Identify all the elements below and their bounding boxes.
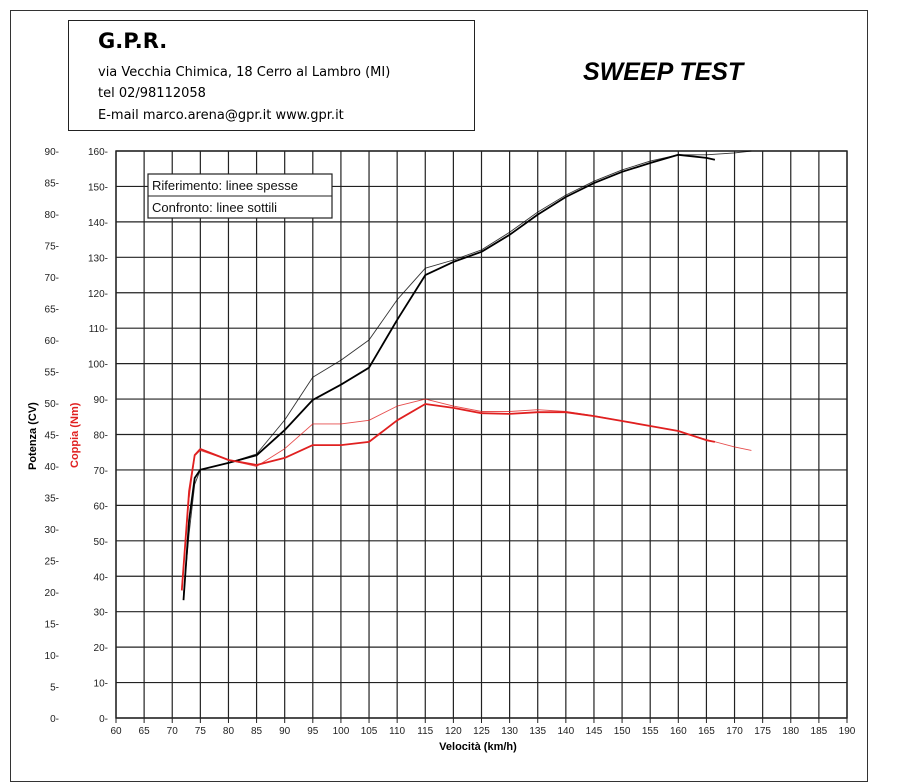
torque-tick-label: 70- xyxy=(94,466,108,477)
power-tick-label: 85- xyxy=(45,179,59,190)
x-tick-label: 65 xyxy=(139,726,151,737)
x-tick-label: 100 xyxy=(333,726,350,737)
company-name: G.P.R. xyxy=(98,29,168,53)
x-tick-label: 135 xyxy=(529,726,546,737)
torque-tick-label: 160- xyxy=(88,147,108,158)
power-tick-label: 20- xyxy=(45,588,59,599)
x-tick-label: 70 xyxy=(167,726,179,737)
company-phone: tel 02/98112058 xyxy=(98,86,206,101)
power-tick-label: 5- xyxy=(50,683,59,694)
x-tick-label: 165 xyxy=(698,726,715,737)
torque-tick-label: 20- xyxy=(94,643,108,654)
power-tick-label: 90- xyxy=(45,147,59,158)
torque-thick-line xyxy=(180,403,716,591)
x-axis-label: Velocità (km/h) xyxy=(439,741,517,753)
x-tick-label: 130 xyxy=(501,726,518,737)
torque-tick-label: 10- xyxy=(94,679,108,690)
x-tick-label: 175 xyxy=(754,726,771,737)
power-tick-label: 45- xyxy=(45,431,59,442)
x-tick-label: 120 xyxy=(445,726,462,737)
power-tick-label: 40- xyxy=(45,462,59,473)
power-tick-label: 80- xyxy=(45,210,59,221)
x-tick-label: 60 xyxy=(110,726,122,737)
x-tick-label: 95 xyxy=(307,726,319,737)
power-tick-label: 75- xyxy=(45,242,59,253)
x-tick-label: 80 xyxy=(223,726,235,737)
torque-tick-label: 60- xyxy=(94,501,108,512)
power-tick-label: 0- xyxy=(50,714,59,725)
power-tick-label: 60- xyxy=(45,336,59,347)
torque-tick-label: 120- xyxy=(88,289,108,300)
x-tick-label: 115 xyxy=(417,726,433,737)
x-tick-label: 190 xyxy=(839,726,856,737)
torque-tick-label: 50- xyxy=(94,537,108,548)
chart-title: SWEEP TEST xyxy=(583,58,744,86)
power-tick-label: 25- xyxy=(45,557,59,568)
company-header: G.P.R. via Vecchia Chimica, 18 Cerro al … xyxy=(68,20,475,131)
x-tick-label: 85 xyxy=(251,726,263,737)
x-tick-label: 170 xyxy=(726,726,743,737)
torque-tick-label: 80- xyxy=(94,431,108,442)
x-tick-label: 125 xyxy=(473,726,490,737)
power-tick-label: 55- xyxy=(45,368,59,379)
torque-axis-label: Coppia (Nm) xyxy=(69,402,81,468)
power-thin-line xyxy=(183,150,752,594)
x-tick-label: 110 xyxy=(389,726,405,737)
x-tick-label: 155 xyxy=(642,726,659,737)
x-tick-label: 145 xyxy=(586,726,603,737)
torque-tick-label: 30- xyxy=(94,608,108,619)
torque-tick-label: 150- xyxy=(88,182,108,193)
x-tick-label: 90 xyxy=(279,726,291,737)
power-tick-label: 10- xyxy=(45,651,59,662)
x-tick-label: 180 xyxy=(782,726,799,737)
torque-tick-label: 130- xyxy=(88,253,108,264)
x-tick-label: 150 xyxy=(614,726,631,737)
power-tick-label: 35- xyxy=(45,494,59,505)
torque-tick-label: 90- xyxy=(94,395,108,406)
torque-tick-label: 100- xyxy=(88,360,108,371)
legend-entry: Confronto: linee sottili xyxy=(152,200,277,215)
torque-tick-label: 110- xyxy=(89,324,108,335)
torque-tick-label: 40- xyxy=(94,572,108,583)
power-tick-label: 30- xyxy=(45,525,59,536)
torque-thin-line xyxy=(181,398,752,587)
power-tick-label: 50- xyxy=(45,399,59,410)
torque-tick-label: 140- xyxy=(88,218,108,229)
company-address: via Vecchia Chimica, 18 Cerro al Lambro … xyxy=(98,65,391,80)
power-tick-label: 15- xyxy=(45,620,59,631)
x-tick-label: 140 xyxy=(558,726,575,737)
x-tick-label: 75 xyxy=(195,726,207,737)
company-email: E-mail marco.arena@gpr.it www.gpr.it xyxy=(98,108,344,123)
power-tick-label: 70- xyxy=(45,273,59,284)
torque-tick-label: 0- xyxy=(99,714,108,725)
power-tick-label: 65- xyxy=(45,305,59,316)
x-tick-label: 185 xyxy=(811,726,828,737)
x-tick-label: 105 xyxy=(361,726,378,737)
x-tick-label: 160 xyxy=(670,726,687,737)
legend-entry: Riferimento: linee spesse xyxy=(152,178,298,193)
power-axis-label: Potenza (CV) xyxy=(27,402,39,470)
